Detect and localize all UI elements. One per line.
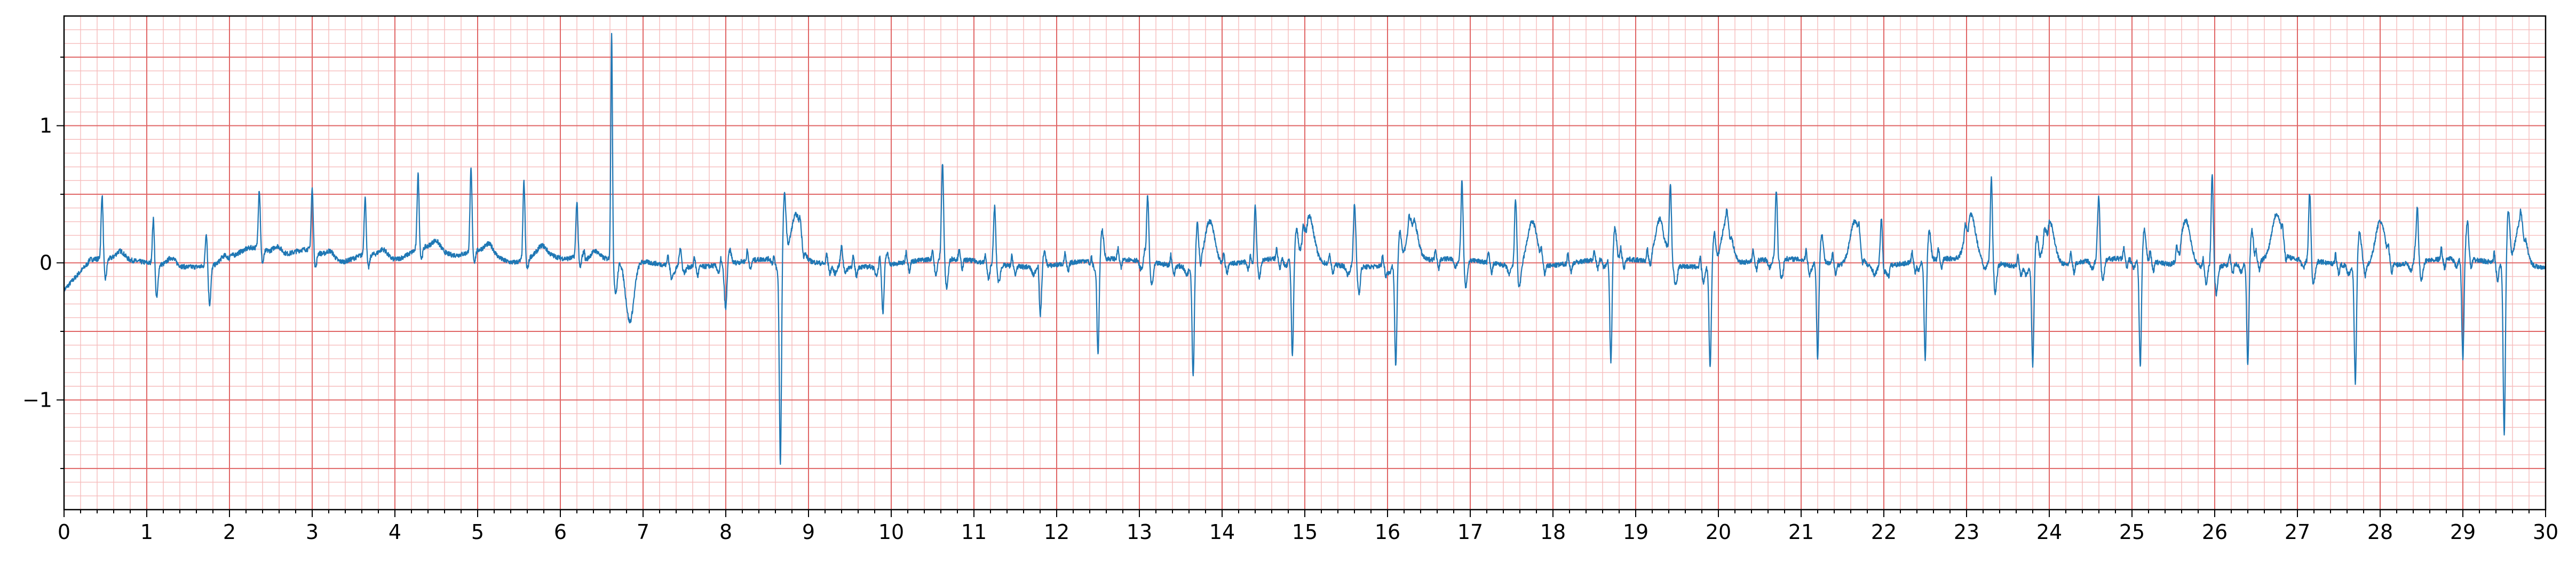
x-tick-label: 18 [1540,520,1566,544]
x-tick-label: 10 [878,520,904,544]
x-tick-label: 28 [2367,520,2393,544]
x-tick-label: 16 [1375,520,1400,544]
x-tick-label: 26 [2202,520,2228,544]
x-tick-label: 8 [719,520,732,544]
x-tick-label: 21 [1788,520,1814,544]
x-tick-label: 1 [140,520,153,544]
x-tick-label: 22 [1871,520,1897,544]
x-tick-label: 12 [1044,520,1069,544]
x-tick-label: 27 [2285,520,2310,544]
x-tick-label: 15 [1292,520,1318,544]
x-tick-label: 24 [2036,520,2062,544]
x-tick-label: 6 [554,520,567,544]
x-tick-label: 17 [1457,520,1483,544]
x-tick-label: 13 [1127,520,1152,544]
x-tick-label: 2 [223,520,236,544]
x-tick-label: 9 [802,520,815,544]
x-tick-label: 11 [961,520,987,544]
y-tick-label: −1 [22,388,52,411]
x-tick-label: 3 [306,520,319,544]
x-tick-label: 19 [1623,520,1648,544]
y-tick-label: 1 [39,114,52,138]
x-tick-label: 20 [1706,520,1731,544]
y-axis: 1 0 −1 [22,57,64,469]
x-tick-label: 7 [637,520,649,544]
x-tick-label: 23 [1954,520,1979,544]
x-tick-label: 4 [389,520,401,544]
x-axis: 0 1 2 3 4 5 6 7 8 9 10 11 12 13 14 15 16 17 18 19 20 21 22 23 24… [58,510,2558,544]
x-tick-label: 29 [2450,520,2476,544]
x-tick-label: 30 [2533,520,2558,544]
major-grid [64,16,2546,510]
x-tick-label: 5 [471,520,484,544]
y-tick-label: 0 [39,251,52,275]
x-tick-label: 0 [58,520,70,544]
ecg-signal-line [63,33,2546,465]
x-tick-label: 25 [2119,520,2145,544]
x-tick-label: 14 [1209,520,1235,544]
